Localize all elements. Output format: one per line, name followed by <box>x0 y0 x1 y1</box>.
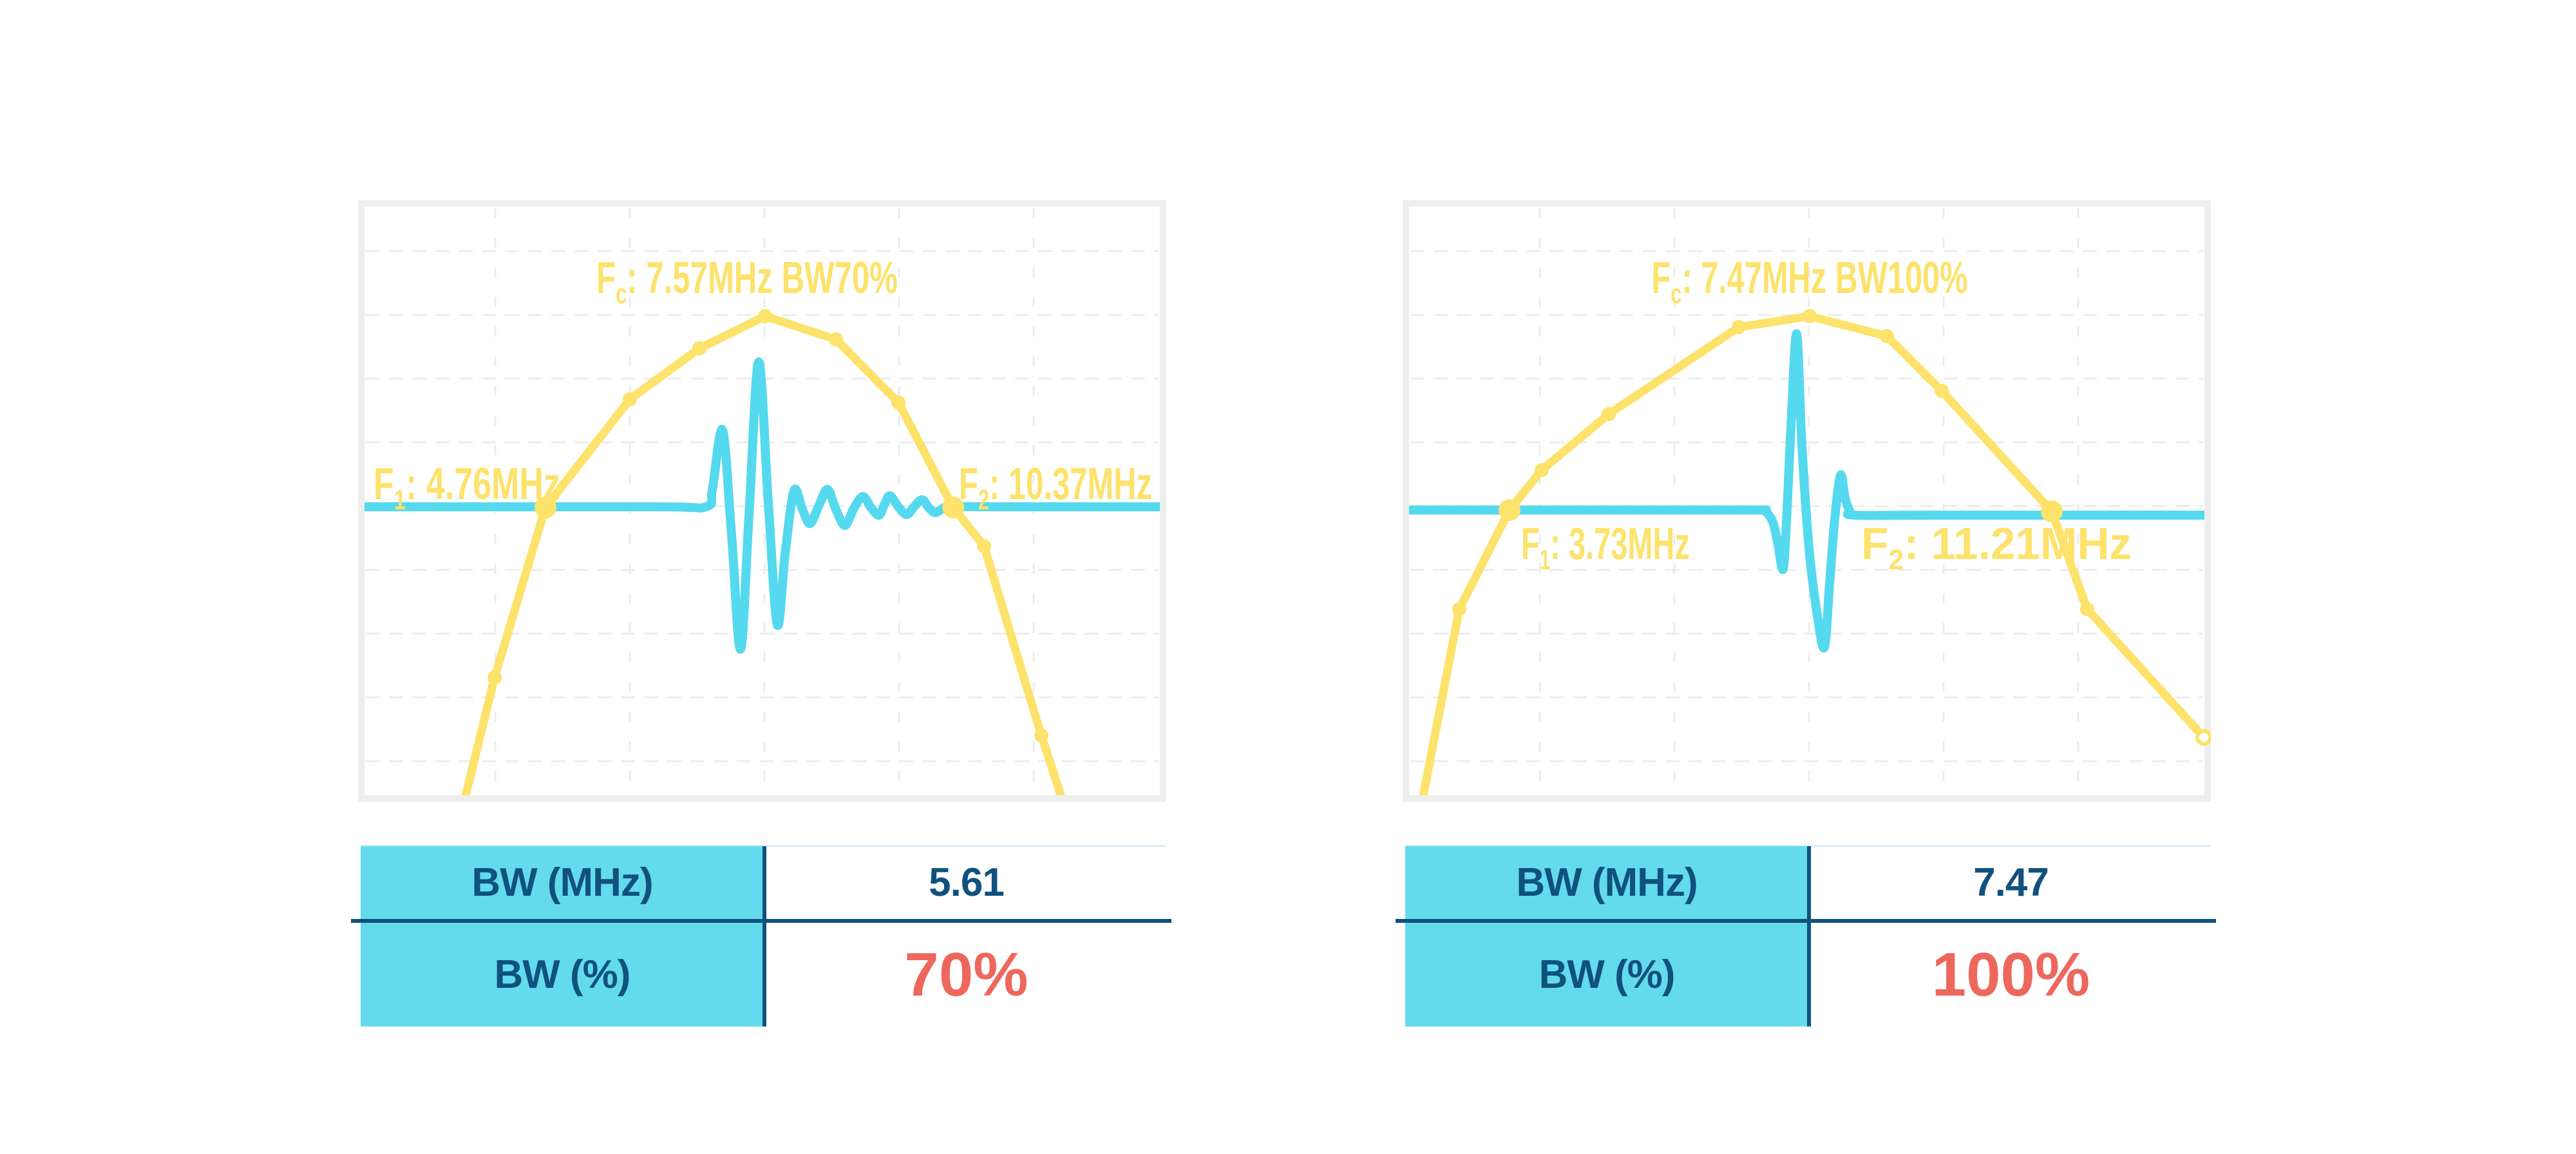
f2-frequency-annotation: F2: 10.37MHz <box>959 459 1152 516</box>
f1-frequency-annotation: F1: 3.73MHz <box>1521 518 1690 576</box>
data-point-marker <box>692 341 706 355</box>
pulse-echo-waveform <box>1404 329 2208 653</box>
bw-mhz-value: 5.61 <box>929 860 1005 905</box>
center-frequency-annotation: Fc: 7.47MHz BW100% <box>1652 252 1968 310</box>
data-point-marker <box>829 332 843 346</box>
data-point-marker <box>891 395 905 410</box>
data-point-marker <box>1732 320 1746 334</box>
data-point-marker <box>1535 463 1549 477</box>
bw-mhz-label: BW (MHz) <box>1516 860 1698 905</box>
frequency-spectrum-curve <box>1417 312 2208 802</box>
f2-bandwidth-marker <box>2041 500 2063 522</box>
data-point-marker <box>1034 728 1048 743</box>
end-open-marker <box>2195 729 2211 746</box>
data-point-marker <box>2080 602 2094 616</box>
center-frequency-annotation: Fc: 7.57MHz BW70% <box>596 252 898 310</box>
bw-percent-label: BW (%) <box>494 952 631 997</box>
pulse-echo-waveform <box>359 357 1166 654</box>
data-point-marker <box>977 539 991 553</box>
bw-mhz-value: 7.47 <box>1973 860 2049 905</box>
data-point-marker <box>1602 407 1616 421</box>
table-row-divider <box>351 919 1171 923</box>
data-point-marker <box>1452 602 1466 616</box>
data-point-marker <box>758 309 772 323</box>
data-point-marker <box>488 670 502 685</box>
f1-bandwidth-marker <box>1499 499 1520 521</box>
f2-frequency-annotation: F2: 11.21MHz <box>1861 518 2132 576</box>
f2-bandwidth-marker <box>942 497 964 518</box>
f1-bandwidth-marker <box>535 497 556 518</box>
data-point-marker <box>1803 309 1817 323</box>
bw-percent-value: 100% <box>1931 940 2090 1009</box>
data-point-marker <box>1935 384 1949 398</box>
bw-percent-label: BW (%) <box>1539 952 1676 997</box>
f1-frequency-annotation: F1: 4.76MHz <box>374 459 560 516</box>
table-topline <box>1405 845 2211 847</box>
table-row-divider <box>1396 919 2216 923</box>
bandwidth-chart-70-percent: Fc: 7.57MHz BW70% F1: 4.76MHz F2: 10.37MHz <box>358 200 1166 802</box>
plot-border <box>358 200 1166 802</box>
table-label-column-bg <box>361 846 764 1026</box>
bw-mhz-label: BW (MHz) <box>471 860 653 905</box>
bw-percent-value: 70% <box>904 940 1028 1009</box>
frequency-spectrum-curve <box>460 312 1068 802</box>
table-column-divider <box>762 846 766 1026</box>
table-label-column-bg <box>1405 846 1808 1026</box>
chart-canvas: Fc: 7.57MHz BW70% F1: 4.76MHz F2: 10.37MHz <box>358 200 1166 802</box>
bandwidth-chart-100-percent: Fc: 7.47MHz BW100% F1: 3.73MHz F2: 11.21MH… <box>1403 200 2211 802</box>
chart-canvas: Fc: 7.47MHz BW100% F1: 3.73MHz F2: 11.21MH… <box>1403 200 2211 802</box>
data-point-marker <box>1880 329 1894 343</box>
plot-border <box>1403 200 2211 802</box>
table-topline <box>361 845 1166 847</box>
data-point-marker <box>623 392 637 406</box>
table-column-divider <box>1807 846 1811 1026</box>
